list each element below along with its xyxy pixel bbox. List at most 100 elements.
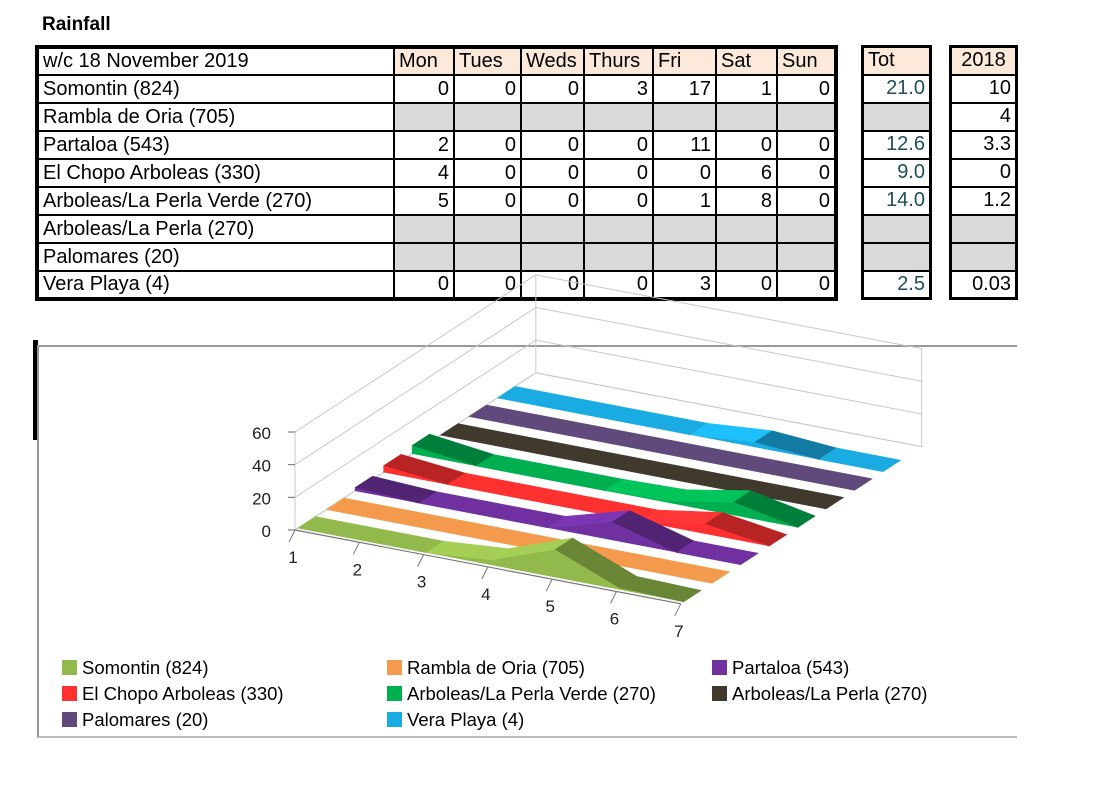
rain-value <box>520 102 585 132</box>
rain-value: 0 <box>583 158 654 188</box>
table-row: Arboleas/La Perla Verde (270) 5 0 0 0 1 8 0 <box>36 186 837 216</box>
legend-item: Arboleas/La Perla (270) <box>712 683 927 705</box>
rain-value <box>652 214 717 244</box>
prev-row: 4 <box>949 101 1018 132</box>
prev-year-value: 4 <box>949 101 1018 132</box>
page-title: Rainfall <box>42 14 111 35</box>
legend-item: Vera Playa (4) <box>387 709 524 731</box>
day-header: Sat <box>715 46 778 76</box>
rain-value: 6 <box>715 158 778 188</box>
rain-value: 3 <box>652 270 717 300</box>
y-tick-label: 20 <box>252 489 271 508</box>
day-header: Sun <box>776 46 837 76</box>
x-tick-label: 5 <box>545 597 554 616</box>
day-header: Mon <box>393 46 455 76</box>
legend-item: Somontin (824) <box>62 657 208 679</box>
x-tick-mark <box>288 529 296 543</box>
total-value <box>861 241 932 272</box>
series-front-face <box>297 528 684 602</box>
rain-value <box>393 242 455 272</box>
rain-value <box>393 214 455 244</box>
tot-row: 12.6 <box>861 129 932 160</box>
series-front-face <box>468 416 855 491</box>
table-row: Vera Playa (4) 0 0 0 0 3 0 0 <box>36 270 837 300</box>
legend-item: Rambla de Oria (705) <box>387 657 585 679</box>
rain-value: 1 <box>652 186 717 216</box>
total-value: 9.0 <box>861 157 932 188</box>
gridline <box>535 307 922 382</box>
total-value: 21.0 <box>861 73 932 104</box>
series-top-segment <box>818 447 902 473</box>
series-front-face <box>411 445 798 528</box>
rain-value: 0 <box>520 130 585 160</box>
prev-year-value: 10 <box>949 73 1018 104</box>
rain-value: 4 <box>393 158 455 188</box>
gridline <box>535 339 922 415</box>
rain-value <box>583 214 654 244</box>
prev-year-header: 2018 <box>949 45 1018 76</box>
legend-swatch <box>62 660 77 675</box>
rain-value: 0 <box>776 158 837 188</box>
series-area <box>297 516 702 603</box>
x-tick-mark <box>417 554 425 567</box>
rain-value: 0 <box>776 74 837 104</box>
legend-swatch <box>387 660 402 675</box>
total-value <box>861 213 932 244</box>
rain-value: 0 <box>520 270 585 300</box>
rain-value: 0 <box>583 186 654 216</box>
x-tick-label: 6 <box>610 610 619 629</box>
table-row: Partaloa (543) 2 0 0 0 11 0 0 <box>36 130 837 160</box>
day-header: Thurs <box>583 46 654 76</box>
rain-value: 2 <box>393 130 455 160</box>
gridline <box>535 274 922 350</box>
chart-walls: 0 20 40 60 1 2 3 4 5 6 7 <box>252 274 923 641</box>
x-tick-label: 2 <box>353 560 362 579</box>
station-name: El Chopo Arboleas (330) <box>36 158 395 188</box>
rain-value <box>715 242 778 272</box>
series-area <box>439 423 845 510</box>
prev-row: 0 <box>949 157 1018 188</box>
legend-swatch <box>62 686 77 701</box>
series-group <box>297 386 902 603</box>
series-front-face <box>383 465 770 547</box>
tot-row <box>861 213 932 244</box>
gridline <box>294 274 537 433</box>
series-top-segment <box>753 430 838 460</box>
legend-swatch <box>712 686 727 701</box>
rain-value: 0 <box>776 270 837 300</box>
table-row: Palomares (20) <box>36 242 837 272</box>
series-front-face <box>497 397 884 472</box>
x-tick-mark <box>674 603 682 617</box>
previous-year-table: 2018 10 4 3.3 0 1.2 0.03 <box>949 45 1018 300</box>
prev-year-value: 0 <box>949 157 1018 188</box>
rain-value: 17 <box>652 74 717 104</box>
series-area <box>411 433 816 528</box>
week-label: w/c 18 November 2019 <box>36 46 395 76</box>
table-header-row: w/c 18 November 2019 Mon Tues Weds Thurs Fri S… <box>36 46 837 76</box>
table-edge-bar <box>33 340 38 440</box>
rain-value <box>453 242 522 272</box>
legend-item: El Chopo Arboleas (330) <box>62 683 284 705</box>
prev-year-value: 3.3 <box>949 129 1018 160</box>
legend-item: Palomares (20) <box>62 709 208 731</box>
gridline <box>294 307 537 466</box>
rain-value: 0 <box>520 74 585 104</box>
day-header: Fri <box>652 46 717 76</box>
total-table: Tot 21.0 12.6 9.0 14.0 2.5 <box>861 45 932 300</box>
rainfall-table: w/c 18 November 2019 Mon Tues Weds Thurs Fri S… <box>35 45 838 301</box>
x-tick-label: 1 <box>288 548 297 567</box>
x-tick-label: 4 <box>481 585 490 604</box>
station-name: Somontin (824) <box>36 74 395 104</box>
legend-item: Partaloa (543) <box>712 657 849 679</box>
rain-value: 1 <box>715 74 778 104</box>
total-value: 14.0 <box>861 185 932 216</box>
station-name: Vera Playa (4) <box>36 270 395 300</box>
legend-swatch <box>387 686 402 701</box>
rain-value <box>715 214 778 244</box>
rain-value: 0 <box>715 130 778 160</box>
x-tick-label: 3 <box>417 573 426 592</box>
total-value <box>861 101 932 132</box>
tot-row <box>861 101 932 132</box>
rain-value <box>776 102 837 132</box>
